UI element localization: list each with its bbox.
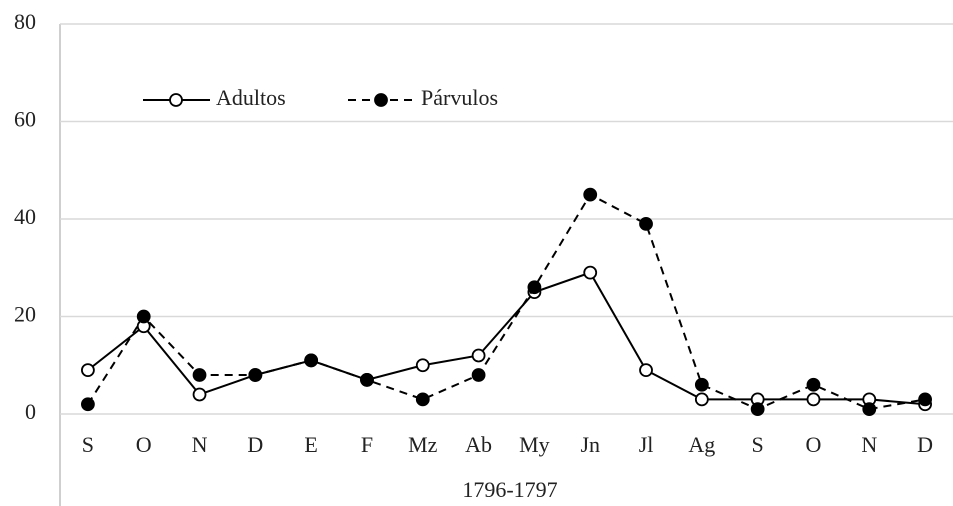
x-tick-label: Jn — [580, 432, 600, 457]
x-tick-label: F — [361, 432, 373, 457]
x-tick-label: D — [247, 432, 263, 457]
x-tick-label: Jl — [639, 432, 654, 457]
y-tick-label: 40 — [14, 204, 36, 229]
x-axis-label: 1796-1797 — [462, 477, 557, 502]
point — [81, 397, 95, 412]
x-tick-label: D — [917, 432, 933, 457]
point — [694, 377, 709, 392]
legend-marker — [374, 93, 388, 107]
point — [136, 309, 151, 324]
x-tick-label: E — [304, 432, 317, 457]
y-tick-label: 20 — [14, 302, 36, 327]
x-tick-label: O — [136, 432, 152, 457]
point — [806, 377, 821, 392]
point — [192, 368, 207, 382]
x-tick-label: Ag — [688, 432, 715, 457]
x-tick-label: S — [82, 432, 94, 457]
x-tick-label: Mz — [408, 432, 438, 457]
x-tick-label: S — [752, 432, 764, 457]
x-tick-label: Ab — [465, 432, 492, 457]
point — [750, 402, 765, 417]
point — [583, 265, 598, 280]
point — [862, 402, 877, 417]
point — [248, 368, 263, 382]
point — [192, 387, 207, 402]
point — [918, 392, 932, 407]
point — [583, 187, 598, 202]
y-tick-label: 0 — [25, 399, 36, 424]
legend-label: Adultos — [216, 85, 286, 110]
point — [471, 348, 486, 363]
legend-marker — [169, 93, 183, 107]
x-tick-label: My — [519, 432, 550, 457]
point — [639, 216, 653, 231]
point — [527, 280, 542, 295]
point — [806, 392, 821, 407]
point — [471, 368, 486, 382]
x-tick-label: O — [806, 432, 822, 457]
y-tick-label: 60 — [14, 107, 36, 132]
point — [81, 363, 95, 378]
point — [415, 392, 430, 407]
legend-label: Párvulos — [421, 85, 498, 110]
point — [415, 358, 430, 373]
y-tick-label: 80 — [14, 9, 36, 34]
x-tick-label: N — [192, 432, 208, 457]
point — [694, 392, 709, 407]
series-line — [87, 271, 926, 406]
series-line — [87, 193, 926, 411]
x-tick-label: N — [861, 432, 877, 457]
point — [360, 372, 374, 387]
point — [639, 363, 653, 378]
point — [304, 353, 319, 368]
